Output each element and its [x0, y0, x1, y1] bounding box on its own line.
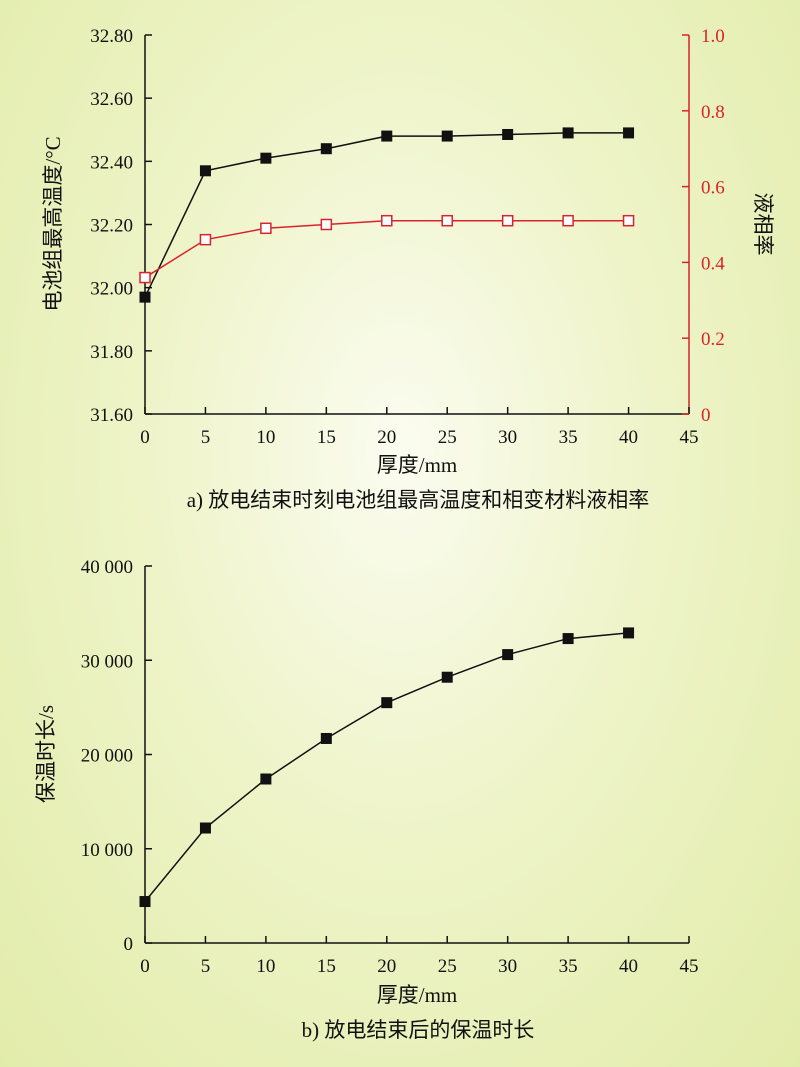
- chart-b-x-tick-label: 45: [680, 956, 699, 977]
- chart-a-y-tick-label: 31.80: [90, 342, 133, 363]
- chart-a-series-0-point: [260, 152, 272, 164]
- chart-a-y-tick-label: 31.60: [90, 405, 133, 426]
- chart-b-series-0-point: [441, 671, 453, 683]
- chart-a-series: [139, 127, 635, 303]
- chart-a-y2-tick-label: 0.6: [701, 178, 725, 199]
- chart-a-x-tick-label: 5: [201, 427, 211, 448]
- chart-a: 0 5 10 15 20 25 30 35 40 45 31.6031.8032.0032.203…: [41, 26, 775, 512]
- chart-b-series-0-point: [623, 627, 635, 639]
- chart-b-series-0-point: [199, 822, 211, 834]
- chart-a-series-1-point: [622, 214, 635, 227]
- chart-b-series-0-line: [144, 632, 629, 903]
- chart-a-series-0-point: [139, 291, 151, 303]
- chart-b-x-tick-label: 15: [317, 956, 336, 977]
- chart-a-y-tick-label: 32.60: [90, 89, 133, 110]
- chart-a-series-1-point: [320, 218, 333, 231]
- chart-a-x-tick-label: 0: [140, 427, 150, 448]
- chart-b-y-tick-label: 10 000: [81, 840, 133, 861]
- chart-a-y2-tick-label: 0.2: [701, 329, 725, 350]
- chart-a-x-tick-label: 25: [438, 427, 457, 448]
- chart-a-series-1-point: [260, 222, 272, 235]
- chart-a-series-0-point: [320, 143, 332, 155]
- chart-b-x-tick-label: 0: [140, 956, 150, 977]
- chart-b-x-tick-label: 30: [498, 956, 517, 977]
- chart-a-y2-tick-label: 1.0: [701, 26, 725, 47]
- chart-a-x-tick-label: 30: [498, 427, 517, 448]
- chart-a-y-tick-label: 32.20: [90, 216, 133, 237]
- chart-a-y2-tick-label: 0.8: [701, 102, 725, 123]
- chart-a-y-tick-label: 32.00: [90, 279, 133, 300]
- chart-b-series-0-point: [320, 732, 332, 744]
- chart-b-x-tick-label: 35: [559, 956, 578, 977]
- chart-a-series-1-point: [441, 214, 453, 227]
- chart-a-series-0-point: [502, 128, 514, 140]
- chart-a-series-1-point: [139, 271, 151, 284]
- chart-b-series: [139, 627, 635, 908]
- chart-a-series-1-point: [562, 214, 574, 227]
- chart-a-x-axis-title: 厚度/mm: [377, 453, 458, 477]
- chart-a-y2-axis-title: 液相率: [751, 193, 775, 256]
- chart-a-series-0-point: [562, 127, 574, 139]
- chart-a-series-1-point: [381, 214, 393, 227]
- chart-a-caption: a) 放电结束时刻电池组最高温度和相变材料液相率: [187, 488, 650, 512]
- chart-b-y-tick-label: 40 000: [81, 557, 133, 578]
- chart-b-y-tick-label: 0: [124, 934, 134, 955]
- chart-a-series-0-point: [199, 165, 211, 177]
- chart-a-x-tick-label: 40: [619, 427, 638, 448]
- chart-b-series-0-point: [381, 697, 393, 709]
- chart-b-y-tick-label: 20 000: [81, 746, 133, 767]
- chart-a-series-1-line: [144, 219, 629, 279]
- chart-a-series-0-point: [623, 127, 635, 139]
- chart-b: 0 5 10 15 20 25 30 35 40 45 0 10 000 20 000 30 000 40…: [34, 557, 699, 1042]
- chart-a-x-tick-label: 45: [680, 427, 699, 448]
- chart-b-series-0-point: [139, 896, 151, 908]
- chart-b-x-tick-label: 40: [619, 956, 638, 977]
- chart-b-caption: b) 放电结束后的保温时长: [302, 1018, 535, 1042]
- chart-b-series-0-point: [562, 633, 574, 645]
- chart-b-x-ticks: 0 5 10 15 20 25 30 35 40 45: [140, 936, 699, 977]
- chart-b-x-tick-label: 25: [438, 956, 457, 977]
- chart-a-y-tick-label: 32.80: [90, 26, 133, 47]
- chart-b-y-tick-label: 30 000: [81, 651, 133, 672]
- chart-b-y-ticks: 0 10 000 20 000 30 000 40 000: [81, 557, 152, 955]
- chart-b-series-0-point: [260, 773, 272, 785]
- chart-a-x-tick-label: 10: [256, 427, 275, 448]
- chart-b-series-0-point: [502, 649, 514, 661]
- chart-a-y2-tick-label: 0.4: [701, 253, 725, 274]
- chart-a-x-tick-label: 15: [317, 427, 336, 448]
- chart-b-x-axis-title: 厚度/mm: [377, 983, 458, 1007]
- chart-a-y-tick-label: 32.40: [90, 152, 133, 173]
- chart-a-y-axis-title: 电池组最高温度/°C: [41, 136, 65, 311]
- chart-a-x-ticks: 0 5 10 15 20 25 30 35 40 45: [140, 407, 699, 448]
- chart-b-x-tick-label: 5: [201, 956, 211, 977]
- chart-a-series-1-point: [199, 233, 212, 246]
- chart-a-series-1-point: [501, 214, 514, 227]
- chart-a-x-tick-label: 35: [559, 427, 578, 448]
- chart-a-y-ticks: 31.60 31.80 32.00 32.20 32.40 32.60 32.80: [90, 26, 152, 426]
- chart-b-y-axis-title: 保温时长/s: [34, 705, 58, 803]
- chart-a-y2-tick-label: 0: [701, 405, 711, 426]
- chart-a-series-0-point: [381, 130, 393, 142]
- chart-a-x-tick-label: 20: [377, 427, 396, 448]
- chart-b-x-tick-label: 10: [256, 956, 275, 977]
- chart-b-x-tick-label: 20: [377, 956, 396, 977]
- chart-a-y2-ticks: 0 0.2 0.4 0.6 0.8 1.0: [682, 26, 725, 426]
- chart-a-series-0-point: [441, 130, 453, 142]
